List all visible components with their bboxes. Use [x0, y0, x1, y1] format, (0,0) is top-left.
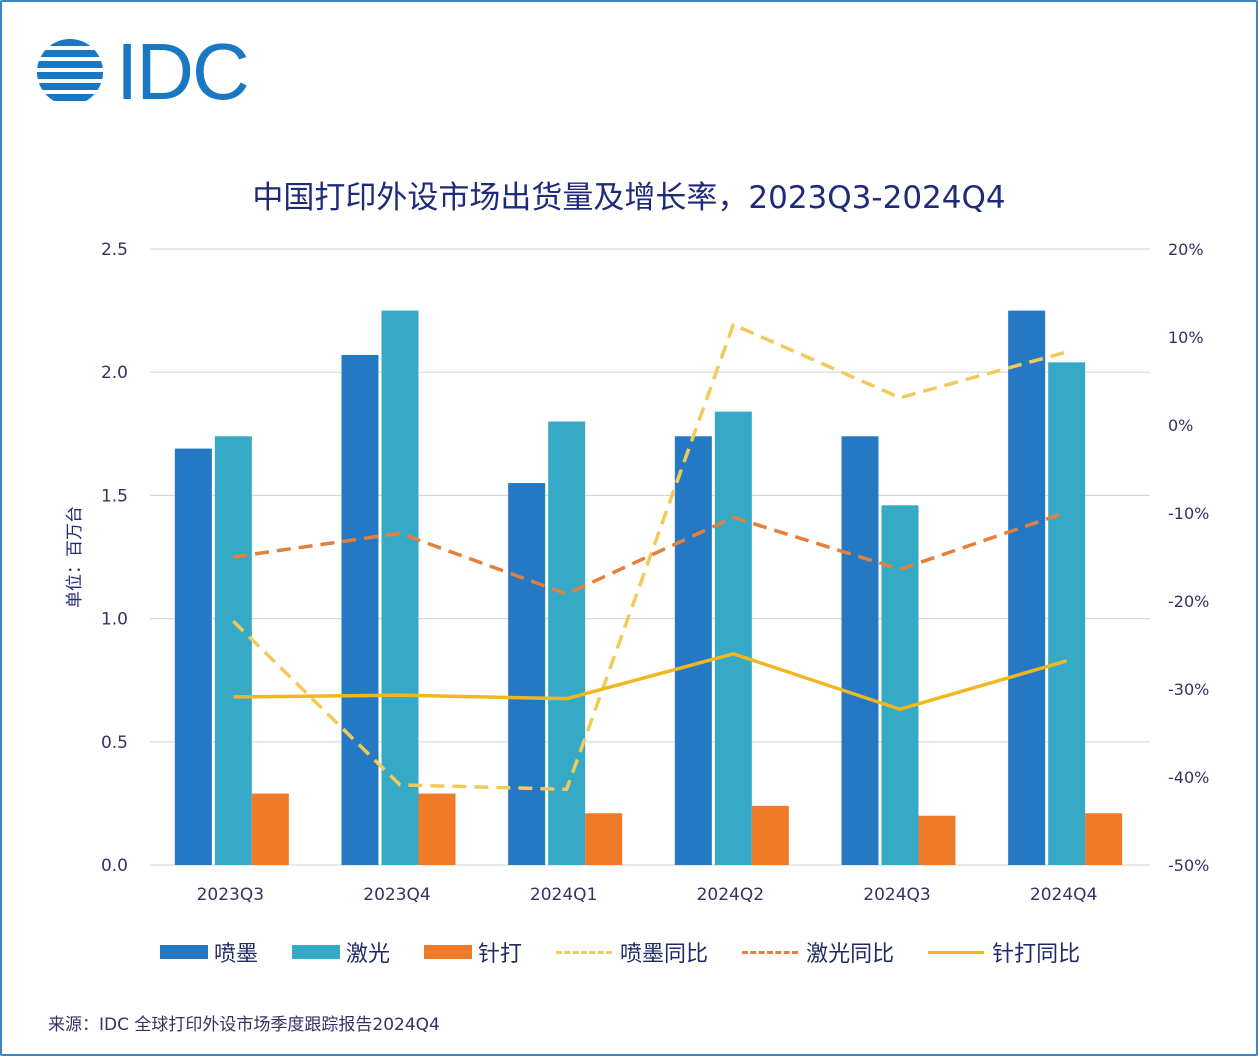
legend-item-inkjet-yoy: 喷墨同比	[556, 936, 708, 968]
x-tick-label: 2023Q4	[363, 885, 430, 905]
globe-icon	[37, 39, 103, 101]
y-tick-label: 1.0	[101, 610, 128, 630]
y-tick-label: 0.5	[101, 733, 128, 753]
x-tick-label: 2024Q3	[863, 885, 930, 905]
bar-1-2024Q2	[714, 411, 752, 865]
x-tick-label: 2024Q2	[697, 885, 764, 905]
legend-line	[556, 950, 613, 954]
y2-tick-label: 0%	[1168, 416, 1193, 435]
idc-logo: IDC	[32, 27, 250, 116]
y2-tick-label: -30%	[1168, 680, 1209, 699]
x-tick-label: 2024Q1	[530, 885, 597, 905]
legend-line	[742, 950, 799, 954]
legend-label: 针打	[478, 942, 523, 967]
bar-0-2024Q3	[841, 436, 879, 865]
legend-item-dot-matrix: 针打	[424, 936, 522, 968]
y2-tick-label: -20%	[1168, 592, 1209, 611]
legend-item-dot-matrix-yoy: 针打同比	[928, 936, 1080, 968]
y2-tick-label: -10%	[1168, 504, 1209, 523]
x-tick-label: 2023Q3	[197, 885, 264, 905]
bar-2-2024Q3	[918, 815, 956, 865]
source-note: 来源：IDC 全球打印外设市场季度跟踪报告2024Q4	[48, 1015, 440, 1035]
legend-swatch	[424, 945, 473, 959]
bar-2-2024Q1	[585, 813, 623, 865]
y2-tick-label: -40%	[1168, 768, 1209, 787]
bar-0-2024Q2	[674, 436, 712, 865]
y-tick-label: 2.5	[101, 240, 128, 260]
bar-1-2023Q4	[381, 310, 419, 866]
legend-item-laser: 激光	[292, 936, 390, 968]
legend-swatch	[292, 945, 341, 959]
bar-0-2023Q3	[174, 448, 212, 865]
bar-0-2023Q4	[341, 354, 379, 865]
y-tick-label: 0.0	[101, 856, 128, 876]
x-tick-label: 2024Q4	[1030, 885, 1097, 905]
legend-label: 针打同比	[992, 942, 1081, 967]
bar-2-2024Q4	[1085, 813, 1123, 865]
y2-tick-label: 10%	[1168, 328, 1204, 347]
bar-0-2024Q1	[508, 483, 546, 865]
chart-title: 中国打印外设市场出货量及增长率，2023Q3-2024Q4	[252, 180, 1006, 216]
legend-label: 激光	[346, 942, 391, 967]
legend-label: 喷墨	[214, 942, 259, 967]
legend-item-inkjet: 喷墨	[160, 936, 258, 968]
line-series-1	[233, 510, 1068, 596]
legend-swatch	[160, 945, 208, 959]
legend-item-laser-yoy: 激光同比	[742, 936, 894, 968]
y2-tick-label: -50%	[1168, 856, 1209, 875]
bar-2-2023Q4	[418, 793, 456, 865]
bar-1-2024Q3	[881, 505, 919, 865]
y2-tick-label: 20%	[1168, 240, 1204, 259]
y-axis-label: 单位：百万台	[65, 506, 85, 608]
legend: 喷墨 激光 针打 喷墨同比 激光同比 针打同比	[160, 936, 1114, 968]
bar-0-2024Q4	[1008, 310, 1046, 866]
bar-1-2023Q3	[214, 436, 252, 865]
bar-2-2024Q2	[751, 805, 789, 865]
bar-2-2023Q3	[251, 793, 289, 865]
y-tick-label: 2.0	[101, 363, 128, 383]
y-tick-label: 1.5	[101, 486, 128, 506]
line-series-0	[232, 322, 1068, 792]
line-series-2	[233, 652, 1068, 711]
legend-label: 激光同比	[806, 942, 895, 967]
bar-1-2024Q4	[1048, 362, 1086, 865]
legend-line	[928, 950, 985, 954]
legend-label: 喷墨同比	[620, 942, 709, 967]
bar-1-2024Q1	[548, 421, 586, 865]
logo-text: IDC	[116, 27, 250, 116]
